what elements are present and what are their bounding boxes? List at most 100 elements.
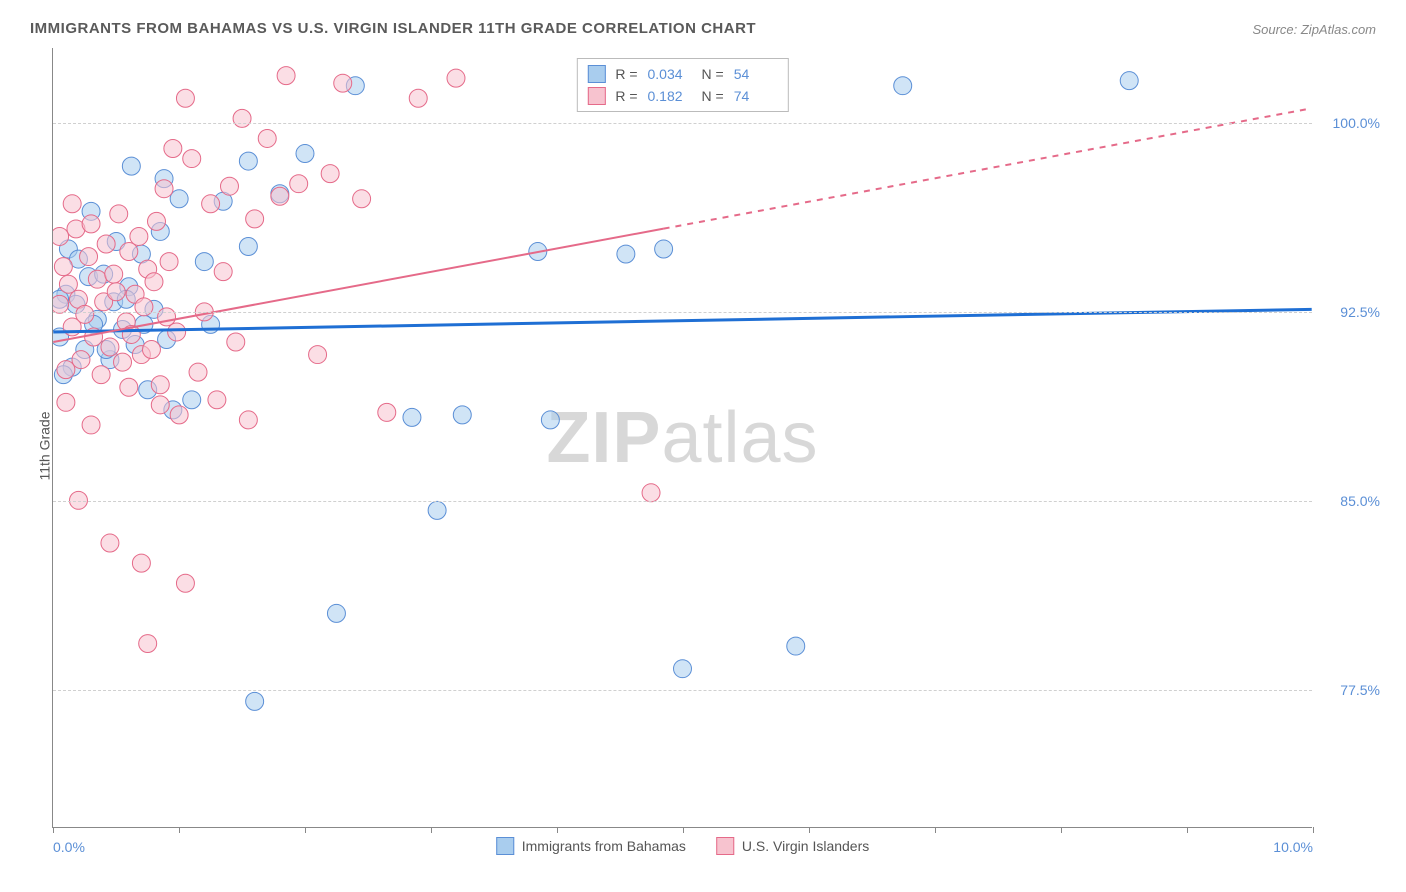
scatter-point	[202, 195, 220, 213]
n-value: 54	[734, 66, 778, 82]
scatter-point	[403, 408, 421, 426]
scatter-point	[57, 361, 75, 379]
grid-line	[53, 312, 1312, 313]
x-tick	[431, 827, 432, 833]
scatter-point	[674, 660, 692, 678]
scatter-point	[170, 190, 188, 208]
scatter-point	[447, 69, 465, 87]
legend-row: R =0.034N =54	[587, 63, 777, 85]
y-tick-label: 100.0%	[1333, 115, 1380, 131]
scatter-point	[53, 295, 69, 313]
scatter-point	[378, 403, 396, 421]
regression-line-dashed	[664, 108, 1312, 228]
legend-item: Immigrants from Bahamas	[496, 837, 686, 855]
scatter-point	[246, 210, 264, 228]
legend-label: U.S. Virgin Islanders	[742, 838, 869, 854]
scatter-point	[82, 215, 100, 233]
scatter-point	[158, 308, 176, 326]
scatter-point	[334, 74, 352, 92]
scatter-point	[233, 109, 251, 127]
scatter-point	[92, 366, 110, 384]
scatter-point	[409, 89, 427, 107]
scatter-point	[130, 227, 148, 245]
r-label: R =	[615, 66, 637, 82]
scatter-point	[189, 363, 207, 381]
n-label: N =	[702, 88, 724, 104]
scatter-point	[107, 283, 125, 301]
grid-line	[53, 501, 1312, 502]
y-axis-label: 11th Grade	[37, 411, 53, 480]
x-tick	[935, 827, 936, 833]
scatter-point	[101, 534, 119, 552]
scatter-point	[63, 195, 81, 213]
scatter-point	[1120, 72, 1138, 90]
scatter-point	[642, 484, 660, 502]
scatter-point	[59, 275, 77, 293]
scatter-point	[894, 77, 912, 95]
scatter-point	[151, 376, 169, 394]
scatter-point	[76, 305, 94, 323]
scatter-point	[110, 205, 128, 223]
scatter-point	[151, 396, 169, 414]
scatter-point	[246, 692, 264, 710]
y-tick-label: 92.5%	[1340, 304, 1380, 320]
scatter-point	[168, 323, 186, 341]
scatter-point	[271, 187, 289, 205]
r-label: R =	[615, 88, 637, 104]
legend-row: R = 0.182N =74	[587, 85, 777, 107]
scatter-point	[214, 263, 232, 281]
scatter-point	[353, 190, 371, 208]
scatter-point	[80, 248, 98, 266]
x-tick	[1187, 827, 1188, 833]
scatter-point	[170, 406, 188, 424]
scatter-point	[160, 253, 178, 271]
scatter-point	[453, 406, 471, 424]
scatter-point	[617, 245, 635, 263]
source-credit: Source: ZipAtlas.com	[1252, 22, 1376, 37]
stats-legend: R =0.034N =54R = 0.182N =74	[576, 58, 788, 112]
x-tick	[53, 827, 54, 833]
x-tick	[683, 827, 684, 833]
n-value: 74	[734, 88, 778, 104]
x-tick	[557, 827, 558, 833]
scatter-point	[101, 338, 119, 356]
scatter-point	[53, 227, 69, 245]
scatter-point	[72, 351, 90, 369]
scatter-point	[105, 265, 123, 283]
scatter-point	[239, 411, 257, 429]
chart-svg	[53, 48, 1312, 827]
scatter-point	[227, 333, 245, 351]
grid-line	[53, 690, 1312, 691]
scatter-point	[142, 341, 160, 359]
scatter-point	[155, 180, 173, 198]
x-tick	[809, 827, 810, 833]
x-tick	[179, 827, 180, 833]
scatter-point	[541, 411, 559, 429]
x-tick	[1061, 827, 1062, 833]
scatter-point	[258, 129, 276, 147]
x-tick	[1313, 827, 1314, 833]
chart-title: IMMIGRANTS FROM BAHAMAS VS U.S. VIRGIN I…	[30, 20, 756, 37]
scatter-point	[120, 243, 138, 261]
scatter-point	[57, 393, 75, 411]
scatter-point	[120, 378, 138, 396]
scatter-point	[321, 165, 339, 183]
legend-item: U.S. Virgin Islanders	[716, 837, 869, 855]
scatter-point	[239, 152, 257, 170]
scatter-point	[176, 89, 194, 107]
scatter-point	[145, 273, 163, 291]
scatter-point	[220, 177, 238, 195]
legend-swatch	[587, 87, 605, 105]
plot-area: ZIPatlas R =0.034N =54R = 0.182N =74 Imm…	[52, 48, 1312, 828]
scatter-point	[114, 353, 132, 371]
scatter-point	[290, 175, 308, 193]
scatter-point	[54, 258, 72, 276]
scatter-point	[88, 270, 106, 288]
scatter-point	[122, 157, 140, 175]
scatter-point	[176, 574, 194, 592]
scatter-point	[164, 140, 182, 158]
scatter-point	[139, 635, 157, 653]
x-tick	[305, 827, 306, 833]
x-tick-label: 0.0%	[53, 839, 85, 855]
scatter-point	[428, 501, 446, 519]
